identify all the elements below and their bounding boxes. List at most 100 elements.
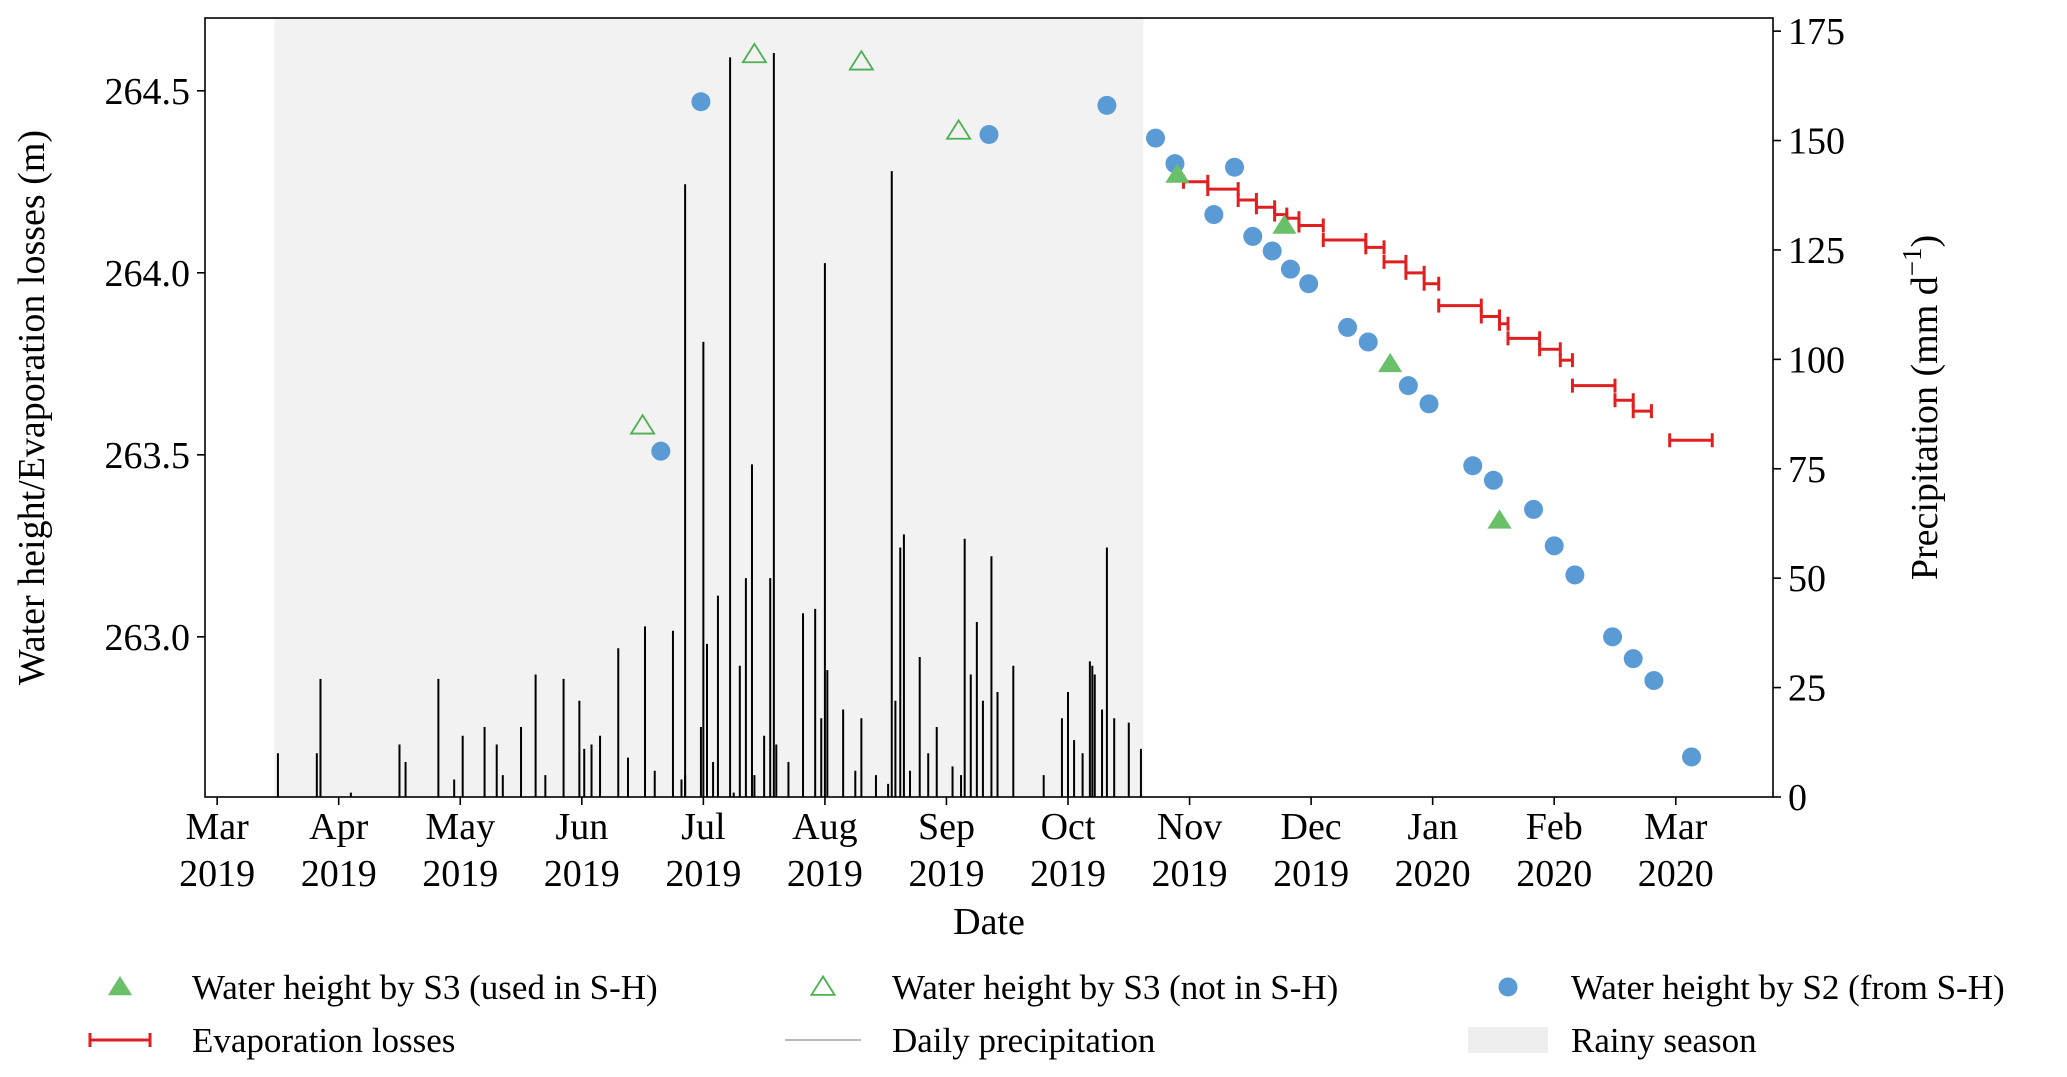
s2-point	[651, 441, 671, 461]
s2-point	[1146, 128, 1166, 148]
precipitation-bars	[276, 53, 1142, 797]
evap-errorbar	[1321, 233, 1368, 248]
x-tick-label-month: Nov	[1157, 806, 1222, 848]
s3-used-point	[1378, 352, 1403, 373]
legend-marker-triangle-open	[809, 974, 837, 996]
s2-point	[1644, 671, 1664, 691]
x-tick-label-year: 2019	[665, 853, 741, 895]
x-tick-label-month: Mar	[185, 806, 249, 848]
y-right-tick-label: 150	[1788, 121, 1845, 163]
x-tick-label-year: 2019	[908, 853, 984, 895]
legend-label: Water height by S3 (used in S-H)	[192, 968, 658, 1007]
evap-errorbar	[1631, 404, 1653, 419]
evap-errorbar	[1558, 353, 1574, 368]
plot-frame	[204, 17, 1774, 798]
y-left-tick-label: 264.0	[105, 253, 191, 295]
evap-errorbar	[1364, 240, 1386, 255]
s2-point	[1398, 376, 1418, 396]
s2-point	[1623, 649, 1643, 669]
s2-point	[1280, 259, 1300, 279]
legend-label: Water height by S2 (from S-H)	[1571, 968, 2005, 1007]
legend-label: Daily precipitation	[892, 1021, 1155, 1060]
s2-point	[1524, 499, 1544, 519]
x-tick-label-month: Jul	[681, 806, 725, 848]
y-axis-right-label-close: )	[1904, 235, 1946, 248]
x-tick-label-month: Feb	[1526, 806, 1583, 848]
x-tick-label-month: Jan	[1407, 806, 1458, 848]
y-left-tick-label: 263.0	[105, 617, 191, 659]
evap-errorbar	[1498, 316, 1510, 331]
x-tick-label-year: 2019	[544, 853, 620, 895]
y-right-tick-label: 100	[1788, 339, 1845, 381]
y-left-tick-label: 263.5	[105, 435, 191, 477]
legend-label: Rainy season	[1571, 1021, 1757, 1060]
x-tick-label-month: Oct	[1041, 806, 1096, 848]
evap-errorbar	[1404, 265, 1426, 280]
s3-used-point	[1272, 214, 1297, 234]
legend-marker-circle	[1498, 977, 1518, 997]
legend-marker-patch	[1468, 1027, 1548, 1053]
x-tick-label-month: Aug	[792, 806, 857, 848]
legend-item: Water height by S2 (from S-H)	[1498, 968, 2005, 1007]
s2-point	[1463, 456, 1483, 476]
evap-errorbar	[1613, 393, 1635, 408]
y-axis-left: 263.0 263.5 264.0 264.5	[105, 71, 205, 659]
y-axis-right: 0 25 50 75 100 125 150 175	[1773, 11, 1845, 819]
evap-errorbar	[1382, 254, 1408, 269]
x-tick-label-month: May	[425, 806, 495, 848]
s2-point	[1419, 394, 1439, 414]
s3-used-point	[1165, 163, 1190, 183]
legend-item: Water height by S3 (not in S-H)	[809, 968, 1338, 1007]
s3-used-point	[1487, 509, 1512, 529]
s2-point	[1097, 95, 1117, 115]
y-axis-left-label: Water height/Evaporation losses (m)	[11, 130, 53, 685]
legend-item: Evaporation losses	[88, 1021, 455, 1060]
legend-item: Rainy season	[1468, 1021, 1757, 1060]
y-right-tick-label: 0	[1788, 777, 1807, 819]
s3-not-point	[848, 49, 875, 71]
evap-errorbar	[1297, 218, 1325, 233]
y-left-tick-label: 264.5	[105, 71, 191, 113]
s2-point	[1243, 226, 1263, 246]
x-tick-label-year: 2019	[179, 853, 255, 895]
s3-not-point	[945, 118, 972, 140]
evap-errorbar	[1570, 378, 1617, 393]
y-right-tick-label: 75	[1788, 449, 1826, 491]
evap-errorbar	[1236, 193, 1258, 208]
legend-item: Water height by S3 (used in S-H)	[107, 968, 658, 1007]
s2-point	[1544, 536, 1564, 556]
x-axis: Mar 2019 Apr 2019 May 2019 Jun 2019 Jul 2019 Aug 20…	[179, 797, 1714, 895]
y-axis-right-label: Precipitation (mm d−1)	[1897, 235, 1946, 580]
s2-point	[1338, 317, 1358, 337]
s2-point	[691, 92, 711, 112]
x-tick-label-year: 2020	[1395, 853, 1471, 895]
evap-errorbar	[1422, 276, 1441, 291]
s2-series	[651, 92, 1702, 767]
x-tick-label-year: 2020	[1638, 853, 1714, 895]
s3-not-series	[629, 42, 972, 435]
x-axis-label: Date	[953, 901, 1025, 943]
y-right-tick-label: 175	[1788, 11, 1845, 53]
s2-point	[1225, 157, 1245, 177]
plot-area	[204, 17, 1774, 798]
y-axis-right-label-exponent: −1	[1897, 247, 1927, 276]
s2-point	[1682, 747, 1702, 767]
s2-point	[1358, 332, 1378, 352]
legend-marker-triangle-filled	[107, 976, 133, 996]
s2-point	[1204, 205, 1224, 225]
legend: Water height by S3 (used in S-H) Water he…	[88, 968, 2005, 1060]
evap-errorbar	[1506, 331, 1542, 346]
s3-not-point	[629, 413, 656, 435]
s2-point	[1299, 274, 1319, 294]
y-right-tick-label: 25	[1788, 668, 1826, 710]
x-tick-label-year: 2019	[422, 853, 498, 895]
legend-label: Evaporation losses	[192, 1021, 455, 1060]
legend-label: Water height by S3 (not in S-H)	[892, 968, 1338, 1007]
y-axis-right-label-main: Precipitation (mm d	[1904, 276, 1946, 580]
evaporation-series	[1181, 174, 1714, 448]
x-tick-label-year: 2019	[1152, 853, 1228, 895]
evap-errorbar	[1479, 309, 1502, 324]
x-tick-label-month: Apr	[309, 806, 368, 848]
s2-point	[1483, 470, 1503, 490]
